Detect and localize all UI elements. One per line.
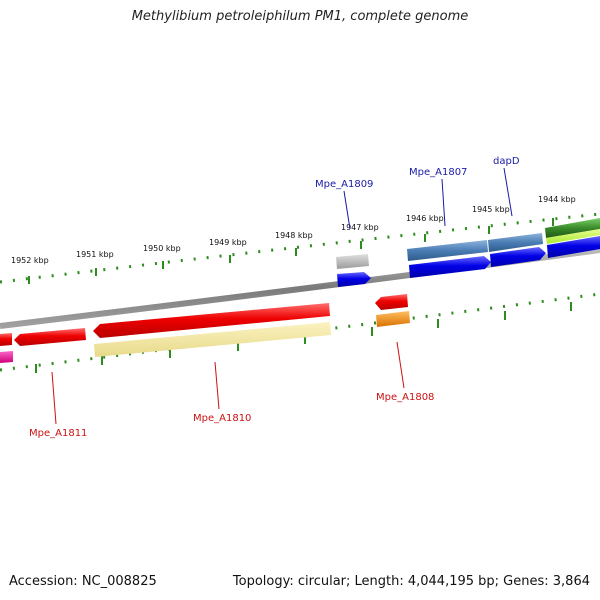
tick-label-1950: 1950 kbp (143, 244, 181, 253)
tick-label-1951: 1951 kbp (76, 250, 114, 259)
cds-blue-right[interactable] (547, 236, 600, 258)
gene-label-Mpe_A1809[interactable]: Mpe_A1809 (315, 179, 373, 190)
tick-label-1947: 1947 kbp (341, 223, 379, 232)
forward-features (336, 218, 600, 287)
feature-lime-right[interactable] (546, 229, 600, 244)
cds-Mpe_A1808[interactable] (375, 294, 408, 310)
feature-orange-A1808[interactable] (376, 311, 410, 327)
feature-green-right[interactable] (545, 218, 600, 238)
accession-text: Accession: NC_008825 (9, 574, 157, 589)
cds-dapD[interactable] (490, 247, 546, 267)
gene-label-dapD[interactable]: dapD (493, 156, 520, 167)
inner-major-ticks (35, 302, 572, 373)
cds-Mpe_A1809[interactable] (337, 272, 371, 287)
label-leader-lines (51, 167, 513, 425)
feature-steel-A1807[interactable] (407, 240, 488, 261)
tick-label-1948: 1948 kbp (275, 231, 313, 240)
cds-red-left-edge[interactable] (0, 333, 12, 346)
gene-label-Mpe_A1811[interactable]: Mpe_A1811 (29, 428, 87, 439)
tick-label-1945: 1945 kbp (472, 205, 510, 214)
outer-major-ticks (28, 218, 554, 284)
feature-pink-left-edge[interactable] (0, 351, 13, 363)
feature-steel-dapD[interactable] (488, 233, 543, 252)
tick-label-1944: 1944 kbp (538, 195, 576, 204)
reverse-features (0, 294, 410, 363)
gene-label-Mpe_A1807[interactable]: Mpe_A1807 (409, 167, 467, 178)
gene-label-Mpe_A1808[interactable]: Mpe_A1808 (376, 392, 434, 403)
genome-summary-text: Topology: circular; Length: 4,044,195 bp… (232, 574, 590, 589)
inner-ruler-track (0, 292, 600, 372)
tick-label-1952: 1952 kbp (11, 256, 49, 265)
tick-label-1949: 1949 kbp (209, 238, 247, 247)
map-title: Methylibium petroleiphilum PM1, complete… (131, 9, 469, 24)
gene-label-Mpe_A1810[interactable]: Mpe_A1810 (193, 413, 251, 424)
kbp-tick-labels: 1952 kbp 1951 kbp 1950 kbp 1949 kbp 1948… (11, 195, 576, 265)
cds-Mpe_A1811[interactable] (14, 328, 86, 346)
tick-label-1946: 1946 kbp (406, 214, 444, 223)
cds-Mpe_A1810[interactable] (93, 303, 330, 338)
feature-gray-A1809[interactable] (336, 254, 369, 269)
cds-Mpe_A1807[interactable] (409, 256, 491, 278)
gene-labels: Mpe_A1809 Mpe_A1807 dapD Mpe_A1811 Mpe_A… (29, 156, 520, 439)
feature-yellow-A1810[interactable] (94, 322, 331, 357)
